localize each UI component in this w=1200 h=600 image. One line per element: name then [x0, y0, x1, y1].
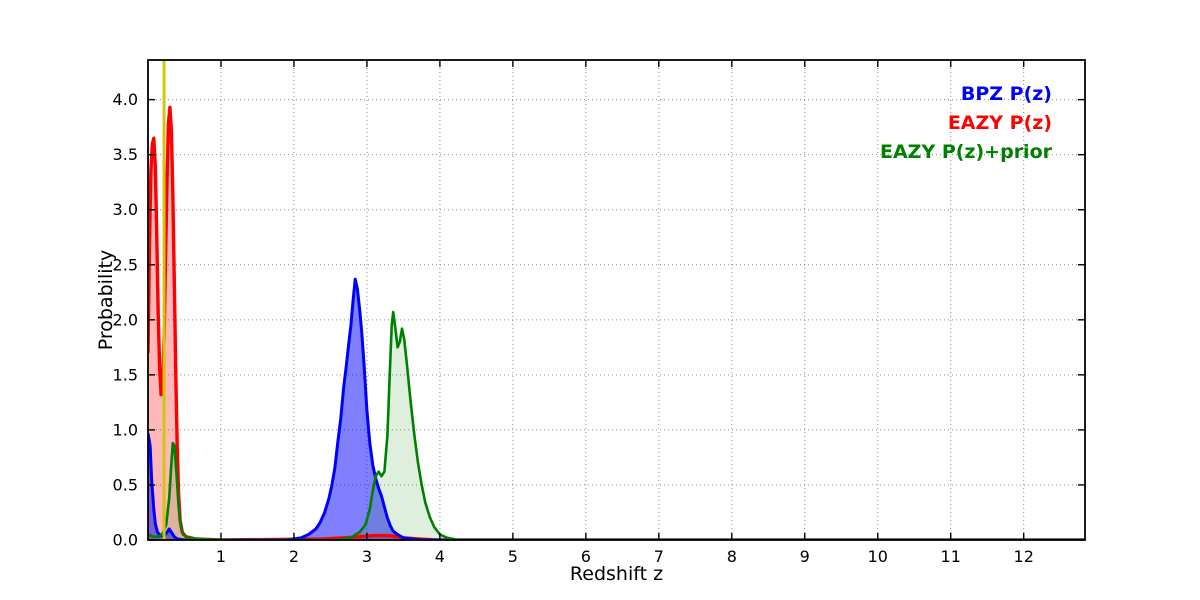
legend-item-eazy: EAZY P(z): [947, 112, 1052, 134]
legend: BPZ P(z) EAZY P(z) EAZY P(z)+prior: [880, 80, 1052, 167]
x-tick-label: 10: [868, 547, 888, 566]
legend-item-bpz: BPZ P(z): [960, 83, 1052, 105]
y-tick-label: 1.5: [113, 365, 138, 384]
x-tick-label: 2: [289, 547, 299, 566]
legend-item-eazy-prior: EAZY P(z)+prior: [879, 141, 1052, 163]
x-tick-label: 11: [941, 547, 961, 566]
y-tick-label: 3.0: [113, 200, 138, 219]
x-tick-label: 6: [581, 547, 591, 566]
x-tick-label: 5: [508, 547, 518, 566]
y-axis-label: Probability: [95, 249, 117, 351]
y-tick-label: 0.0: [113, 531, 138, 550]
x-tick-label: 12: [1014, 547, 1034, 566]
x-tick-label: 4: [435, 547, 445, 566]
tick-marks: [148, 60, 1085, 541]
y-tick-label: 3.5: [113, 145, 138, 164]
series-fill-0: [148, 107, 1085, 540]
y-tick-label: 4.0: [113, 90, 138, 109]
x-axis-label: Redshift z: [569, 563, 664, 585]
series-line-2: [148, 310, 1085, 540]
series-line-1: [148, 277, 1085, 540]
x-tick-label: 9: [800, 547, 810, 566]
x-tick-label: 3: [362, 547, 372, 566]
series-group: [148, 60, 1085, 540]
x-tick-label: 8: [727, 547, 737, 566]
y-tick-label: 2.5: [113, 255, 138, 274]
x-tick-label: 1: [216, 547, 226, 566]
x-tick-label: 7: [654, 547, 664, 566]
axes-frame: [147, 59, 1086, 541]
y-tick-label: 2.0: [113, 310, 138, 329]
series-line-0: [148, 105, 1085, 540]
y-tick-label: 1.0: [113, 420, 138, 439]
y-tick-label: 0.5: [113, 475, 138, 494]
series-fill-1: [148, 279, 1085, 540]
series-fill-2: [148, 312, 1085, 540]
gridlines: [148, 60, 1085, 540]
